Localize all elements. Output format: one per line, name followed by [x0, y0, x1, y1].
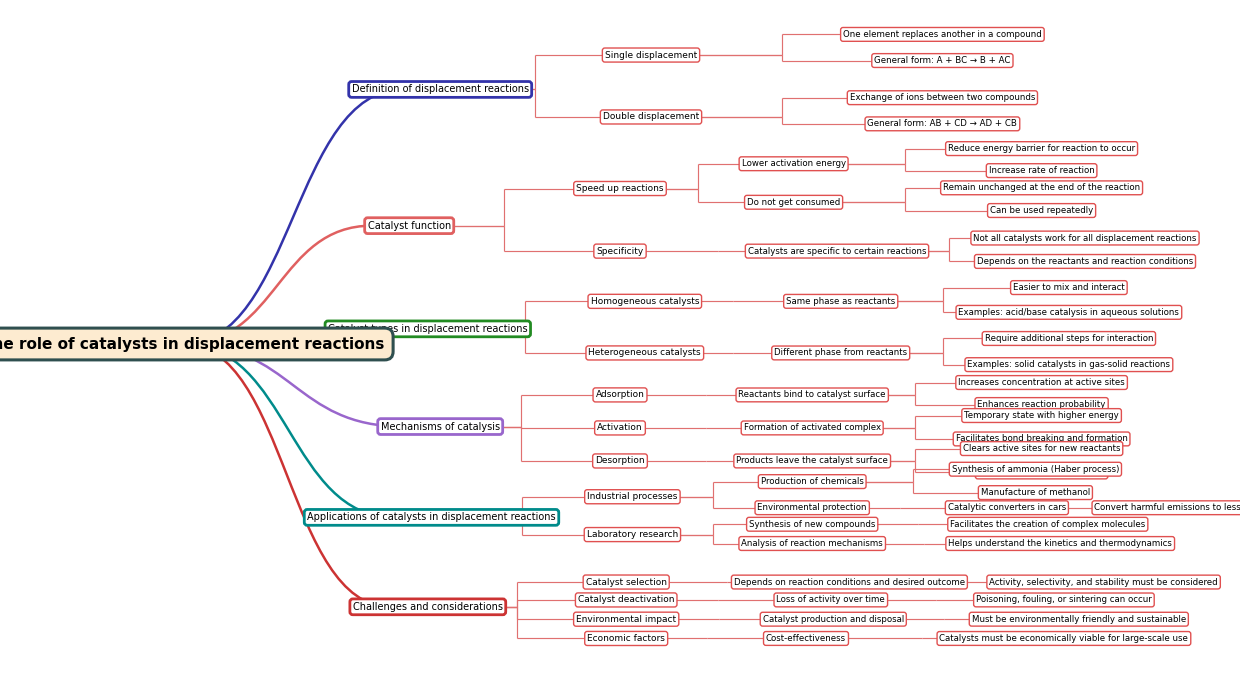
Text: Production of chemicals: Production of chemicals: [761, 477, 863, 486]
Text: Catalytic converters in cars: Catalytic converters in cars: [947, 503, 1066, 513]
Text: Applications of catalysts in displacement reactions: Applications of catalysts in displacemen…: [308, 513, 556, 522]
Text: Catalyst production and disposal: Catalyst production and disposal: [763, 614, 904, 624]
Text: Increases concentration at active sites: Increases concentration at active sites: [959, 378, 1125, 387]
Text: Catalyst deactivation: Catalyst deactivation: [578, 595, 675, 605]
Text: Not all catalysts work for all displacement reactions: Not all catalysts work for all displacem…: [973, 233, 1197, 243]
Text: Must be environmentally friendly and sustainable: Must be environmentally friendly and sus…: [972, 614, 1185, 624]
Text: Clears active sites for new reactants: Clears active sites for new reactants: [962, 444, 1121, 453]
Text: Speed up reactions: Speed up reactions: [577, 184, 663, 193]
Text: General form: A + BC → B + AC: General form: A + BC → B + AC: [874, 56, 1011, 65]
Text: Easier to mix and interact: Easier to mix and interact: [1013, 283, 1125, 292]
Text: Same phase as reactants: Same phase as reactants: [786, 297, 895, 306]
Text: Synthesis of new compounds: Synthesis of new compounds: [749, 519, 875, 529]
Text: Catalysts are specific to certain reactions: Catalysts are specific to certain reacti…: [748, 246, 926, 256]
Text: Manufacture of methanol: Manufacture of methanol: [981, 488, 1090, 497]
Text: General form: AB + CD → AD + CB: General form: AB + CD → AD + CB: [868, 119, 1017, 129]
Text: Challenges and considerations: Challenges and considerations: [353, 602, 502, 612]
Text: One element replaces another in a compound: One element replaces another in a compou…: [843, 30, 1042, 39]
Text: Depends on the reactants and reaction conditions: Depends on the reactants and reaction co…: [977, 257, 1193, 266]
Text: Can be used repeatedly: Can be used repeatedly: [990, 206, 1094, 215]
Text: Loss of activity over time: Loss of activity over time: [776, 595, 885, 605]
Text: Synthesis of ammonia (Haber process): Synthesis of ammonia (Haber process): [952, 464, 1118, 474]
Text: Environmental protection: Environmental protection: [758, 503, 867, 513]
Text: Do not get consumed: Do not get consumed: [746, 197, 841, 207]
Text: Activation: Activation: [598, 423, 642, 433]
Text: Adsorption: Adsorption: [595, 390, 645, 400]
Text: Facilitates bond breaking and formation: Facilitates bond breaking and formation: [956, 434, 1127, 444]
Text: Reduce energy barrier for reaction to occur: Reduce energy barrier for reaction to oc…: [949, 144, 1135, 153]
Text: Homogeneous catalysts: Homogeneous catalysts: [590, 297, 699, 306]
Text: Lower activation energy: Lower activation energy: [742, 159, 846, 169]
Text: Examples: acid/base catalysis in aqueous solutions: Examples: acid/base catalysis in aqueous…: [959, 308, 1179, 317]
Text: Catalyst selection: Catalyst selection: [585, 577, 667, 587]
Text: Single displacement: Single displacement: [605, 50, 697, 60]
Text: Convert harmful emissions to less toxic substances: Convert harmful emissions to less toxic …: [1095, 503, 1240, 513]
Text: Laboratory research: Laboratory research: [587, 530, 678, 539]
Text: Increase rate of reaction: Increase rate of reaction: [988, 166, 1095, 175]
Text: Catalyst types in displacement reactions: Catalyst types in displacement reactions: [329, 324, 527, 334]
Text: Exchange of ions between two compounds: Exchange of ions between two compounds: [849, 93, 1035, 103]
Text: Remain unchanged at the end of the reaction: Remain unchanged at the end of the react…: [944, 183, 1140, 193]
Text: Products leave the catalyst surface: Products leave the catalyst surface: [737, 456, 888, 466]
Text: Double displacement: Double displacement: [603, 112, 699, 122]
Text: Mechanisms of catalysis: Mechanisms of catalysis: [381, 422, 500, 431]
Text: Poisoning, fouling, or sintering can occur: Poisoning, fouling, or sintering can occ…: [976, 595, 1152, 605]
Text: Formation of activated complex: Formation of activated complex: [744, 423, 880, 433]
Text: Activity, selectivity, and stability must be considered: Activity, selectivity, and stability mus…: [990, 577, 1218, 587]
Text: Definition of displacement reactions: Definition of displacement reactions: [352, 85, 528, 94]
Text: Enhances reaction probability: Enhances reaction probability: [977, 400, 1106, 409]
Text: Different phase from reactants: Different phase from reactants: [774, 348, 908, 358]
Text: Desorption: Desorption: [595, 456, 645, 466]
Text: Specificity: Specificity: [596, 246, 644, 256]
Text: Completes the catalytic cycle: Completes the catalytic cycle: [978, 467, 1105, 477]
Text: Examples: solid catalysts in gas-solid reactions: Examples: solid catalysts in gas-solid r…: [967, 360, 1171, 369]
Text: Economic factors: Economic factors: [588, 634, 665, 643]
Text: Facilitates the creation of complex molecules: Facilitates the creation of complex mole…: [950, 519, 1146, 529]
Text: Catalyst function: Catalyst function: [367, 221, 451, 230]
Text: The role of catalysts in displacement reactions: The role of catalysts in displacement re…: [0, 336, 384, 352]
Text: Require additional steps for interaction: Require additional steps for interaction: [985, 334, 1153, 343]
Text: Cost-effectiveness: Cost-effectiveness: [766, 634, 846, 643]
Text: Catalysts must be economically viable for large-scale use: Catalysts must be economically viable fo…: [940, 634, 1188, 643]
Text: Reactants bind to catalyst surface: Reactants bind to catalyst surface: [739, 390, 885, 400]
Text: Helps understand the kinetics and thermodynamics: Helps understand the kinetics and thermo…: [949, 539, 1172, 548]
Text: Environmental impact: Environmental impact: [577, 614, 676, 624]
Text: Depends on reaction conditions and desired outcome: Depends on reaction conditions and desir…: [734, 577, 965, 587]
Text: Industrial processes: Industrial processes: [588, 492, 677, 502]
Text: Heterogeneous catalysts: Heterogeneous catalysts: [589, 348, 701, 358]
Text: Temporary state with higher energy: Temporary state with higher energy: [965, 411, 1118, 420]
Text: Analysis of reaction mechanisms: Analysis of reaction mechanisms: [742, 539, 883, 548]
